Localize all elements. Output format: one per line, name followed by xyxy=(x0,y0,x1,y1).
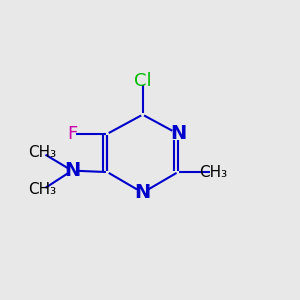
Text: CH₃: CH₃ xyxy=(28,182,57,197)
Text: Cl: Cl xyxy=(134,72,152,90)
Text: N: N xyxy=(134,183,151,202)
Text: CH₃: CH₃ xyxy=(28,146,57,160)
Text: N: N xyxy=(64,161,80,180)
Text: CH₃: CH₃ xyxy=(199,165,227,180)
Text: N: N xyxy=(170,124,186,143)
Text: F: F xyxy=(67,125,77,143)
